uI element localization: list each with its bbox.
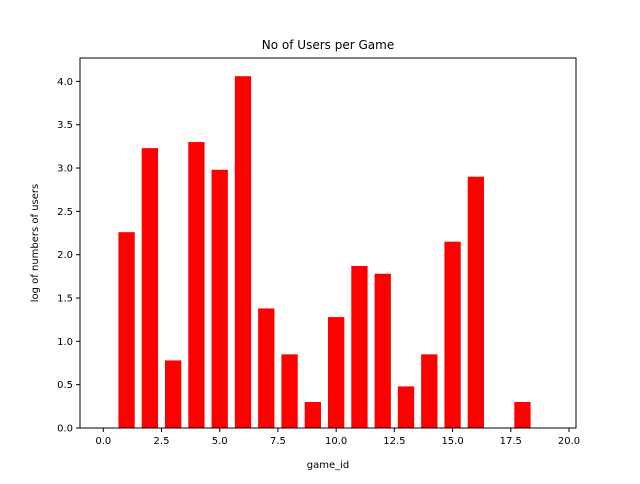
- x-tick-label: 10.0: [325, 436, 347, 447]
- x-tick-label: 7.5: [270, 436, 286, 447]
- bar-game-1: [118, 232, 135, 428]
- bar-game-3: [165, 360, 182, 428]
- y-tick-label: 0.0: [57, 424, 73, 435]
- bar-game-7: [258, 308, 275, 428]
- y-tick-label: 4.0: [57, 77, 73, 88]
- y-axis: 0.0 0.5 1.0 1.5 2.0 2.5 3.0 3.5 4.0: [57, 77, 80, 435]
- bar-game-14: [421, 354, 438, 428]
- y-axis-label: log of numbers of users: [30, 184, 41, 303]
- y-tick-label: 1.5: [57, 294, 73, 305]
- bar-game-9: [304, 402, 322, 428]
- x-tick-label: 0.0: [95, 436, 111, 447]
- x-axis: 0.0 2.5 5.0 7.5 10.0 12.5 15.0 17.5 20.0: [95, 428, 580, 447]
- chart-title: No of Users per Game: [262, 38, 394, 52]
- bar-game-10: [328, 317, 345, 428]
- bar-game-6: [234, 76, 252, 428]
- bar-game-16: [467, 176, 485, 428]
- bar-game-8: [281, 354, 298, 428]
- y-tick-label: 1.0: [57, 337, 73, 348]
- bar-game-18: [514, 402, 531, 428]
- x-tick-label: 15.0: [441, 436, 463, 447]
- bar-game-5: [211, 169, 228, 428]
- bars-group: [118, 76, 531, 429]
- y-tick-label: 3.5: [57, 120, 73, 131]
- y-tick-label: 2.0: [57, 250, 73, 261]
- x-tick-label: 17.5: [500, 436, 522, 447]
- bar-game-13: [397, 386, 415, 428]
- bar-game-2: [141, 148, 159, 428]
- x-tick-label: 12.5: [383, 436, 405, 447]
- bar-game-11: [351, 265, 368, 428]
- y-tick-label: 0.5: [57, 380, 73, 391]
- x-axis-label: game_id: [307, 460, 350, 471]
- bar-game-4: [188, 142, 205, 429]
- x-tick-label: 5.0: [212, 436, 228, 447]
- x-tick-label: 20.0: [558, 436, 580, 447]
- plot-frame: [79, 57, 577, 429]
- bar-game-15: [444, 241, 461, 428]
- y-tick-label: 2.5: [57, 207, 73, 218]
- bar-game-12: [374, 273, 391, 428]
- y-tick-label: 3.0: [57, 164, 73, 175]
- x-tick-label: 2.5: [154, 436, 170, 447]
